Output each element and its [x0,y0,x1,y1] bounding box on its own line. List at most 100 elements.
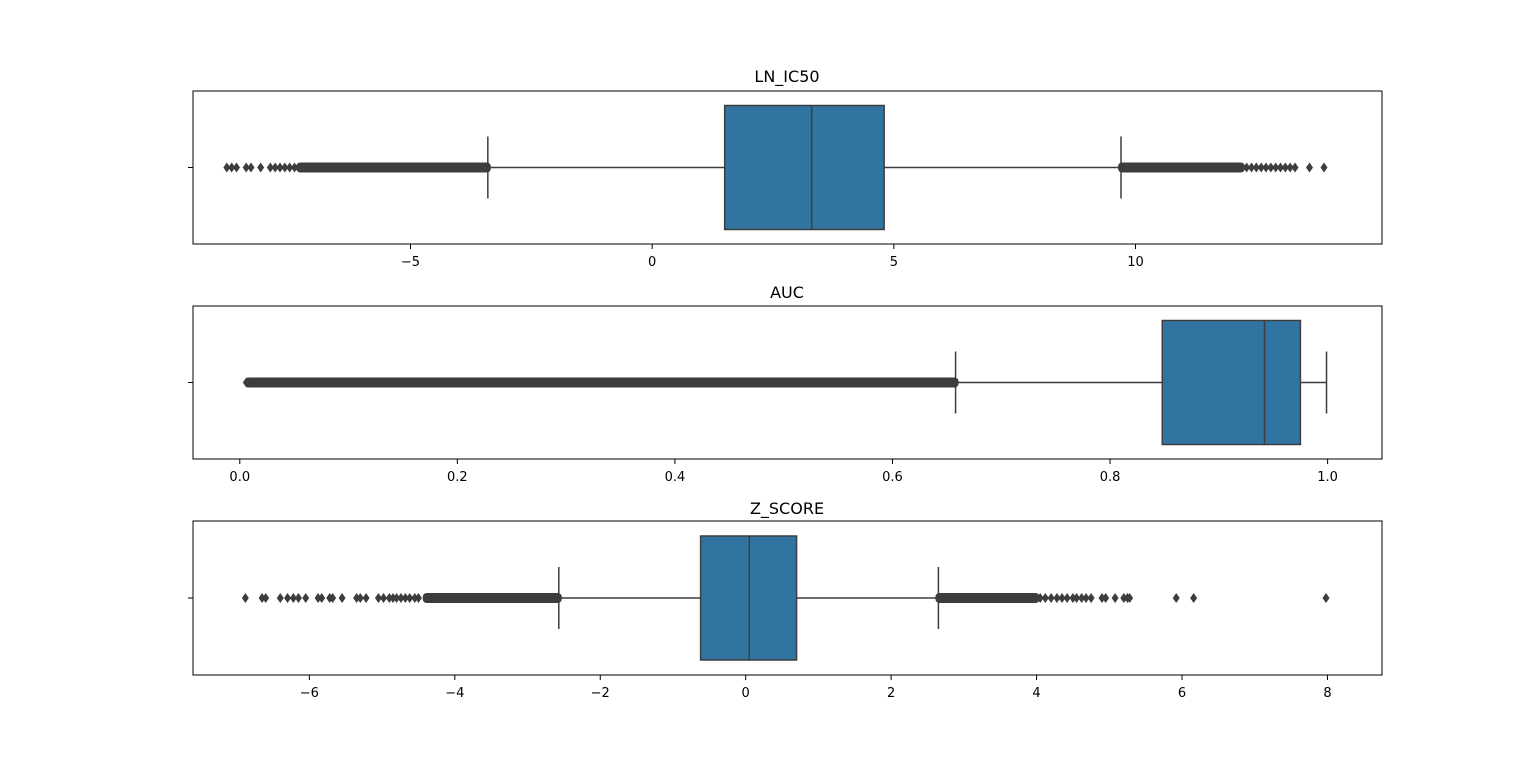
zscore-outlier-point [1063,593,1071,603]
zscore-outlier-point [1172,593,1180,603]
zscore-outlier-point [1120,593,1128,603]
zscore-outlier-point [1036,593,1044,603]
zscore-outlier-point [276,593,284,603]
lnic50-outlier-point [233,162,240,173]
zscore-outlier-point [380,593,388,603]
zscore-outlier-point [1041,593,1049,603]
zscore-x-tick-label: 2 [887,686,895,701]
lnic50-x-tick-label: 5 [890,255,898,270]
auc-x-tick-label: 0.8 [1100,470,1121,485]
zscore-outlier-point [1069,593,1077,603]
zscore-outlier-point [406,593,414,603]
zscore-outlier-point [1098,593,1106,603]
auc-box [1161,319,1302,446]
zscore-outlier-point [262,593,270,603]
zscore-x-tick-label: 0 [742,686,750,701]
zscore-outlier-point [318,593,326,603]
zscore-outlier-point [289,593,297,603]
zscore-outlier-point [1047,593,1055,603]
zscore-boxplot-panel: Z_SCORE −6 −4 −2 0 2 4 6 8 [188,499,1383,701]
zscore-outlier-point [1078,593,1086,603]
lnic50-x-tick-label: −5 [401,255,420,270]
lnic50-outlier-point [291,162,298,173]
zscore-high-outlier-band [935,593,1040,603]
lnic50-outlier-point [286,162,294,173]
zscore-outlier-point [1111,593,1119,603]
zscore-x-tick-label: 4 [1032,686,1040,701]
zscore-outlier-point [329,593,337,603]
zscore-outlier-point [353,593,361,603]
lnic50-outlier-point [281,162,289,173]
zscore-outlier-point [393,593,401,603]
zscore-outlier-point [302,593,310,603]
zscore-outlier-point [401,593,409,603]
lnic50-outlier-point [223,162,231,173]
zscore-outlier-point [414,593,422,603]
zscore-outlier-point [1087,593,1095,603]
lnic50-outlier-point [1257,162,1265,173]
zscore-outlier-point [362,593,370,603]
lnic50-low-outlier-band [296,162,491,173]
zscore-outlier-point [411,593,419,603]
lnic50-outlier-point [1277,162,1284,173]
lnic50-outlier-point [1248,162,1255,173]
lnic50-outlier-point [1267,162,1275,173]
zscore-outlier-point [389,593,397,603]
zscore-outlier-point [1082,593,1090,603]
lnic50-outlier-point [242,162,250,173]
lnic50-outlier-point [271,162,279,173]
zscore-outlier-point [374,593,382,603]
auc-outlier-point [251,377,259,388]
auc-x-tick-label: 0.2 [447,470,468,485]
zscore-outlier-point [241,593,249,603]
zscore-x-tick-label: −4 [445,686,464,701]
zscore-outlier-point [294,593,302,603]
zscore-outlier-point [1190,593,1198,603]
auc-title: AUC [770,283,804,302]
lnic50-outlier-point [1252,162,1260,173]
auc-boxplot-panel: AUC 0.0 0.2 0.4 0.6 0.8 1.0 [188,283,1383,485]
zscore-outlier-point [1053,593,1061,603]
zscore-x-tick-label: −6 [300,686,319,701]
lnic50-x-tick-label: 0 [648,255,656,270]
lnic50-outlier-point [276,162,284,173]
zscore-outlier-point [1073,593,1081,603]
auc-x-tick-label: 1.0 [1317,470,1338,485]
lnic50-outlier-point [228,162,236,173]
zscore-outlier-point [1102,593,1110,603]
lnic50-x-tick-label: 10 [1127,255,1144,270]
zscore-x-tick-label: −2 [591,686,610,701]
zscore-outlier-point [385,593,393,603]
lnic50-outlier-point [1243,162,1251,173]
lnic50-outlier-point [1281,162,1289,173]
lnic50-outlier-point [1262,162,1270,173]
zscore-title: Z_SCORE [750,499,824,519]
zscore-x-tick-label: 8 [1323,686,1331,701]
zscore-outlier-point [338,593,346,603]
lnic50-outlier-point [1320,162,1328,173]
zscore-outlier-point [1322,593,1330,603]
lnic50-outlier-point [1272,162,1280,173]
lnic50-outlier-point [1306,162,1313,173]
zscore-x-tick-label: 6 [1178,686,1186,701]
lnic50-outlier-point [266,162,274,173]
zscore-outlier-point [314,593,322,603]
lnic50-outlier-point [1291,162,1299,173]
lnic50-outlier-point [1286,162,1294,173]
auc-low-outlier-band [244,377,959,388]
auc-x-tick-label: 0.6 [882,470,903,485]
lnic50-boxplot-panel: LN_IC50 −5 0 5 10 [188,67,1383,270]
zscore-outlier-point [356,593,364,603]
zscore-outlier-point [397,593,405,603]
auc-x-tick-label: 0.0 [229,470,250,485]
zscore-low-outlier-band [422,593,562,603]
zscore-outlier-point [1126,593,1134,603]
lnic50-high-outlier-band [1118,162,1245,173]
lnic50-box [723,104,885,231]
auc-x-tick-label: 0.4 [665,470,686,485]
zscore-outlier-point [1058,593,1066,603]
zscore-outlier-point [284,593,292,603]
lnic50-outlier-point [247,162,255,173]
zscore-outlier-point [258,593,266,603]
